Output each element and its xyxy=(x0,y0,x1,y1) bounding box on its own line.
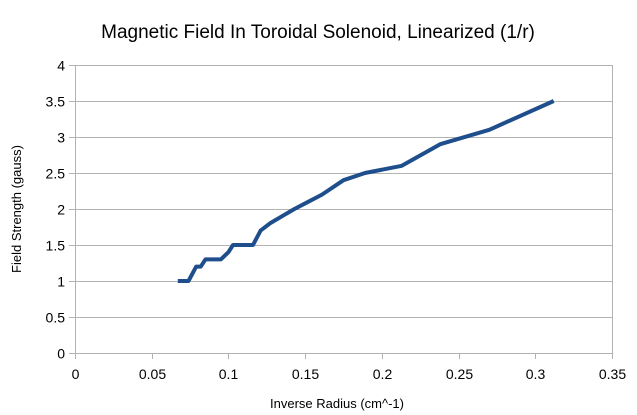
y-tick-label: 2 xyxy=(57,202,65,218)
x-tick-label: 0 xyxy=(72,366,80,382)
x-tick-labels: 0 0.05 0.1 0.15 0.2 0.25 0.3 0.35 xyxy=(72,366,627,382)
y-tick-label: 0.5 xyxy=(46,310,66,326)
y-tick-label: 1 xyxy=(57,274,65,290)
y-tick-labels: 0 0.5 1 1.5 2 2.5 3 3.5 4 xyxy=(46,58,66,362)
y-tick-label: 0 xyxy=(57,346,65,362)
y-tick-label: 1.5 xyxy=(46,238,66,254)
x-tick-label: 0.3 xyxy=(526,366,546,382)
x-tick-label: 0.15 xyxy=(292,366,319,382)
x-tick-label: 0.35 xyxy=(599,366,626,382)
y-tick-label: 3 xyxy=(57,130,65,146)
chart-title: Magnetic Field In Toroidal Solenoid, Lin… xyxy=(101,22,535,43)
x-tick-label: 0.05 xyxy=(139,366,166,382)
x-tick-label: 0.2 xyxy=(373,366,393,382)
y-axis-label: Field Strength (gauss) xyxy=(9,145,24,273)
series-line xyxy=(177,99,555,283)
series-layer xyxy=(177,99,555,283)
grid-lines xyxy=(75,65,612,354)
x-tick-label: 0.25 xyxy=(446,366,473,382)
x-tick-label: 0.1 xyxy=(219,366,239,382)
y-tick-label: 4 xyxy=(57,58,65,74)
y-tick-label: 3.5 xyxy=(46,94,66,110)
y-tick-label: 2.5 xyxy=(46,166,66,182)
axes xyxy=(69,65,613,359)
x-axis-label: Inverse Radius (cm^-1) xyxy=(270,396,404,411)
